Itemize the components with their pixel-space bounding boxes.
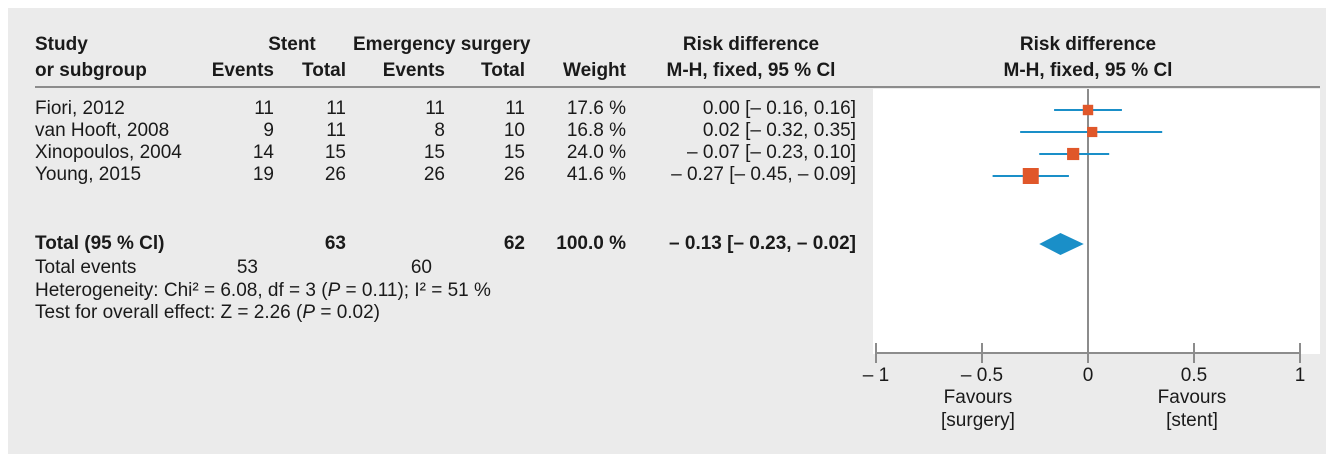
- favours-left-line2: [surgery]: [941, 410, 1015, 431]
- total-label: Total (95 % Cl): [35, 233, 165, 254]
- surgery-total: 15: [503, 142, 525, 163]
- study-name: Xinopoulos, 2004: [35, 142, 182, 163]
- header-study-line2: or subgroup: [35, 60, 147, 81]
- study-marks: [992, 104, 1163, 184]
- total-stent: 63: [324, 233, 346, 254]
- total-events-surgery: 60: [410, 257, 432, 278]
- header-stent: Stent: [268, 34, 316, 55]
- header-rd-line2: M-H, fixed, 95 % Cl: [666, 60, 836, 81]
- stent-total: 15: [324, 142, 346, 163]
- header-surgery-total: Total: [481, 60, 525, 81]
- favours-left-line1: Favours: [943, 387, 1013, 408]
- header-weight: Weight: [563, 60, 626, 81]
- favours-right-line1: Favours: [1157, 387, 1227, 408]
- total-events-stent: 53: [236, 257, 258, 278]
- heterogeneity-text: Heterogeneity: Chi² = 6.08, df = 3 (P = …: [35, 280, 491, 301]
- header-stent-total: Total: [302, 60, 346, 81]
- weight: 41.6 %: [566, 164, 626, 185]
- total-ci: – 0.13 [– 0.23, – 0.02]: [669, 233, 856, 254]
- total-surgery: 62: [503, 233, 525, 254]
- study-point-estimate: [1022, 168, 1039, 184]
- header-study-line1: Study: [35, 34, 88, 55]
- surgery-total: 26: [503, 164, 525, 185]
- surgery-events: 26: [423, 164, 445, 185]
- risk-difference-ci: – 0.07 [– 0.23, 0.10]: [686, 142, 856, 163]
- x-tick-label: 0.5: [1180, 365, 1208, 386]
- x-tick-label: 0: [1082, 365, 1094, 386]
- x-tick-label: 1: [1294, 365, 1306, 386]
- stent-events: 11: [254, 98, 274, 119]
- favours-right-line2: [stent]: [1166, 410, 1218, 431]
- header-plot-line1: Risk difference: [1019, 34, 1157, 55]
- stent-events: 19: [252, 164, 274, 185]
- pooled-diamond: [1039, 233, 1084, 255]
- x-tick-label: – 1: [862, 365, 890, 386]
- stent-events: 9: [263, 120, 274, 141]
- weight: 16.8 %: [566, 120, 626, 141]
- header-rd-line1: Risk difference: [682, 34, 820, 55]
- study-point-estimate: [1082, 104, 1094, 116]
- header-surgery: Emergency surgery: [353, 34, 531, 55]
- stent-events: 14: [252, 142, 274, 163]
- study-point-estimate: [1087, 126, 1098, 138]
- surgery-total: 10: [503, 120, 525, 141]
- stent-total: 26: [324, 164, 346, 185]
- study-name: Young, 2015: [35, 164, 142, 185]
- stent-total: 11: [326, 120, 346, 141]
- risk-difference-ci: – 0.27 [– 0.45, – 0.09]: [671, 164, 856, 185]
- weight: 24.0 %: [566, 142, 626, 163]
- surgery-events: 8: [434, 120, 445, 141]
- risk-difference-ci: 0.00 [– 0.16, 0.16]: [702, 98, 856, 119]
- header-plot-line2: M-H, fixed, 95 % Cl: [1003, 60, 1173, 81]
- header-surgery-events: Events: [382, 60, 445, 81]
- study-name: van Hooft, 2008: [35, 120, 170, 141]
- weight: 17.6 %: [566, 98, 626, 119]
- study-name: Fiori, 2012: [35, 98, 125, 119]
- study-point-estimate: [1067, 147, 1080, 161]
- header-divider: [35, 86, 1320, 88]
- overall-effect-text: Test for overall effect: Z = 2.26 (P = 0…: [35, 302, 381, 323]
- x-tick-label: – 0.5: [960, 365, 1004, 386]
- header-stent-events: Events: [211, 60, 274, 81]
- surgery-events: 15: [423, 142, 445, 163]
- risk-difference-ci: 0.02 [– 0.32, 0.35]: [702, 120, 856, 141]
- surgery-total: 11: [505, 98, 525, 119]
- total-weight: 100.0 %: [556, 233, 626, 254]
- total-events-label: Total events: [35, 257, 137, 278]
- x-axis-ticks: [875, 343, 1301, 363]
- surgery-events: 11: [425, 98, 445, 119]
- stent-total: 11: [326, 98, 346, 119]
